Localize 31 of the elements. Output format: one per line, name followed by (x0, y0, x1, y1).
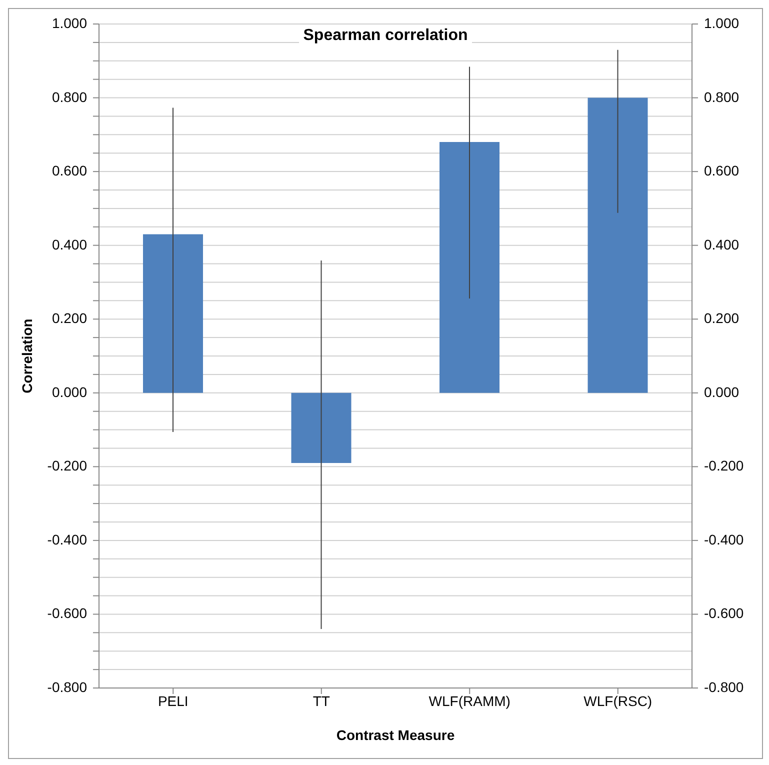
x-tick-label: TT (312, 692, 330, 709)
y-tick-label: 0.400 (52, 236, 88, 252)
x-axis-title: Contrast Measure (336, 727, 455, 743)
x-tick-label: WLF(RAMM) (428, 692, 510, 709)
bar (143, 234, 203, 393)
y-tick-label: 0.800 (52, 88, 88, 105)
y2-tick-label: -0.600 (704, 605, 744, 622)
bar (588, 98, 648, 393)
y-tick-label: -0.600 (47, 605, 88, 622)
y-tick-label: -0.800 (47, 679, 88, 695)
y2-tick-label: -0.800 (704, 679, 744, 695)
y-tick-label: -0.400 (47, 531, 88, 548)
chart-title: Spearman correlation (299, 26, 472, 46)
y-tick-label: 0.200 (52, 310, 88, 326)
x-tick-label: PELI (158, 692, 188, 709)
y-axis-title: Correlation (18, 318, 35, 394)
y2-tick-label: 0.200 (704, 310, 740, 326)
y-tick-label: 0.600 (52, 162, 88, 179)
y-tick-label: 0.000 (52, 384, 88, 400)
y2-tick-label: -0.400 (704, 531, 744, 548)
bar (291, 392, 352, 463)
y2-tick-label: 0.000 (704, 384, 740, 400)
bar (440, 142, 500, 393)
y2-tick-label: -0.200 (704, 458, 744, 474)
y2-tick-label: 0.800 (704, 88, 740, 105)
y2-tick-label: 1.000 (704, 15, 740, 31)
y2-tick-label: 0.400 (704, 236, 740, 252)
x-tick-label: WLF(RSC) (584, 692, 652, 709)
y-tick-label: -0.200 (47, 458, 88, 474)
y2-tick-label: 0.600 (704, 162, 740, 179)
y-tick-label: 1.000 (52, 15, 88, 31)
